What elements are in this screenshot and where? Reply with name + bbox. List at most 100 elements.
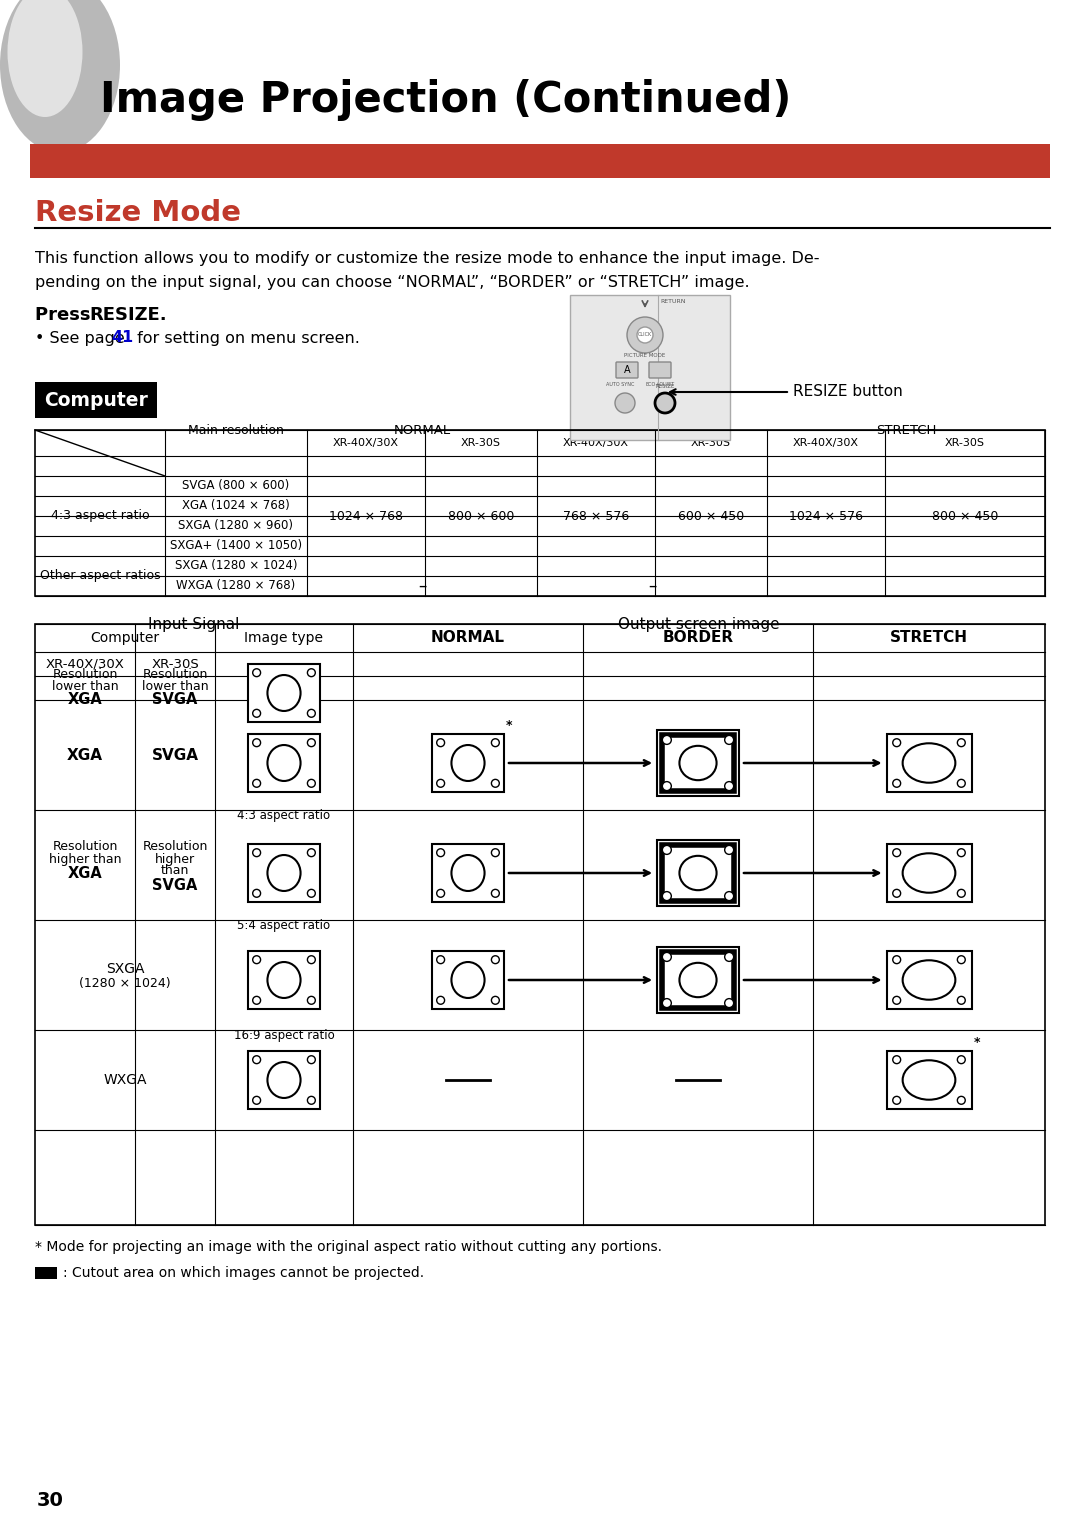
FancyBboxPatch shape — [649, 362, 671, 378]
Ellipse shape — [679, 856, 716, 890]
Circle shape — [654, 393, 675, 413]
Text: NORMAL: NORMAL — [393, 424, 450, 436]
Circle shape — [253, 1096, 260, 1104]
Circle shape — [893, 956, 901, 963]
Circle shape — [627, 317, 663, 353]
Circle shape — [308, 997, 315, 1005]
Text: 4:3 aspect ratio: 4:3 aspect ratio — [238, 809, 330, 823]
Bar — [657, 946, 739, 1014]
Text: 4:3 aspect ratio: 4:3 aspect ratio — [51, 509, 149, 523]
Text: : Cutout area on which images cannot be projected.: : Cutout area on which images cannot be … — [63, 1266, 424, 1280]
Text: Image Projection (Continued): Image Projection (Continued) — [100, 80, 792, 121]
Bar — [662, 846, 733, 901]
Text: CLICK: CLICK — [638, 332, 652, 338]
Text: 30: 30 — [37, 1491, 64, 1511]
Circle shape — [662, 998, 672, 1008]
Circle shape — [893, 739, 901, 746]
Bar — [657, 729, 739, 797]
Circle shape — [436, 849, 445, 856]
Text: Resize Mode: Resize Mode — [35, 199, 241, 226]
Bar — [432, 951, 504, 1009]
Circle shape — [957, 997, 966, 1005]
Ellipse shape — [903, 960, 956, 1000]
Circle shape — [725, 891, 733, 901]
Bar — [432, 844, 504, 902]
Bar — [887, 734, 972, 792]
Text: XGA: XGA — [68, 693, 103, 708]
Circle shape — [957, 739, 966, 746]
Text: 800 × 600: 800 × 600 — [448, 509, 514, 523]
Text: • See page: • See page — [35, 330, 130, 346]
Circle shape — [491, 956, 499, 963]
Text: SVGA: SVGA — [152, 693, 198, 708]
Bar — [248, 734, 320, 792]
Text: than: than — [161, 864, 189, 878]
Text: Main resolution: Main resolution — [188, 424, 284, 436]
Circle shape — [725, 735, 733, 745]
Text: *: * — [973, 1037, 980, 1049]
Circle shape — [308, 709, 315, 717]
Bar — [248, 844, 320, 902]
Ellipse shape — [8, 0, 82, 118]
Text: 1024 × 768: 1024 × 768 — [329, 509, 403, 523]
Bar — [35, 430, 1045, 596]
Text: SVGA (800 × 600): SVGA (800 × 600) — [183, 480, 289, 492]
Circle shape — [253, 956, 260, 963]
Ellipse shape — [903, 853, 956, 893]
Text: STRETCH: STRETCH — [876, 424, 936, 436]
Circle shape — [308, 1096, 315, 1104]
Ellipse shape — [903, 1060, 956, 1099]
Text: Output screen image: Output screen image — [618, 616, 780, 631]
Text: higher than: higher than — [49, 853, 121, 865]
Text: XGA: XGA — [68, 865, 103, 881]
Ellipse shape — [903, 743, 956, 783]
Circle shape — [893, 1055, 901, 1064]
Text: 768 × 576: 768 × 576 — [563, 509, 630, 523]
Bar — [35, 624, 1045, 1225]
Text: RESIZE button: RESIZE button — [793, 384, 903, 399]
Circle shape — [662, 735, 672, 745]
Circle shape — [253, 997, 260, 1005]
Text: 16:9 aspect ratio: 16:9 aspect ratio — [233, 1029, 335, 1041]
Text: Other aspect ratios: Other aspect ratios — [40, 569, 160, 583]
Circle shape — [957, 1055, 966, 1064]
Ellipse shape — [679, 963, 716, 997]
Circle shape — [662, 781, 672, 790]
Text: Resolution: Resolution — [143, 841, 207, 853]
Text: 800 × 450: 800 × 450 — [932, 509, 998, 523]
Text: ECO+QUIET: ECO+QUIET — [646, 382, 675, 387]
Circle shape — [615, 393, 635, 413]
Text: (1280 × 1024): (1280 × 1024) — [79, 977, 171, 989]
Circle shape — [725, 953, 733, 962]
Text: RESIZE: RESIZE — [656, 384, 675, 388]
Bar — [887, 844, 972, 902]
Text: SVGA: SVGA — [152, 878, 198, 893]
Circle shape — [957, 849, 966, 856]
Circle shape — [893, 997, 901, 1005]
Circle shape — [491, 780, 499, 787]
Text: *: * — [507, 719, 513, 732]
Text: –: – — [648, 576, 657, 595]
Text: SXGA (1280 × 1024): SXGA (1280 × 1024) — [175, 560, 297, 572]
Circle shape — [436, 739, 445, 746]
Text: –: – — [418, 576, 427, 595]
Circle shape — [436, 956, 445, 963]
Text: Input Signal: Input Signal — [148, 616, 240, 631]
Text: AUTO SYNC: AUTO SYNC — [606, 382, 634, 387]
Text: XGA: XGA — [67, 748, 103, 763]
Circle shape — [436, 997, 445, 1005]
Text: A: A — [623, 365, 631, 375]
Ellipse shape — [451, 962, 485, 998]
Bar — [432, 734, 504, 792]
Text: NORMAL: NORMAL — [431, 630, 505, 645]
Text: This function allows you to modify or customize the resize mode to enhance the i: This function allows you to modify or cu… — [35, 251, 820, 266]
Text: XR-30S: XR-30S — [151, 657, 199, 671]
Text: SXGA: SXGA — [106, 962, 145, 976]
Text: Resolution: Resolution — [52, 841, 118, 853]
Circle shape — [253, 739, 260, 746]
Text: 41: 41 — [111, 330, 133, 346]
Ellipse shape — [268, 855, 300, 891]
Text: pending on the input signal, you can choose “NORMAL”, “BORDER” or “STRETCH” imag: pending on the input signal, you can cho… — [35, 275, 750, 289]
Ellipse shape — [0, 0, 120, 153]
Circle shape — [662, 846, 672, 855]
